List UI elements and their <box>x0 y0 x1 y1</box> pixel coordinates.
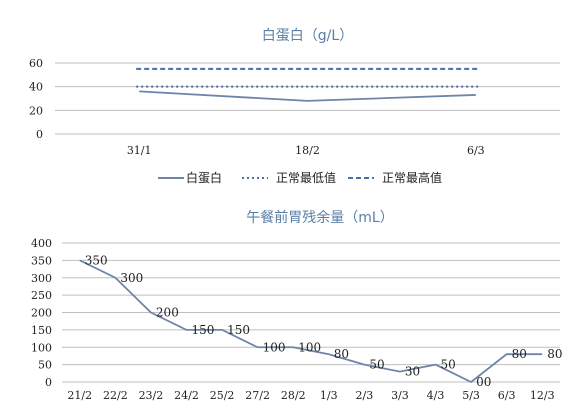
residual-data-label: 150 <box>227 323 250 337</box>
residual-y-tick-label: 150 <box>31 324 52 337</box>
residual-y-tick-label: 400 <box>31 237 52 250</box>
albumin-y-tick-label: 0 <box>36 128 43 141</box>
residual-data-label: 50 <box>441 358 456 372</box>
albumin-y-tick-label: 20 <box>29 104 43 117</box>
residual-y-tick-label: 200 <box>31 307 52 320</box>
residual-x-tick-label: 12/3 <box>530 389 555 402</box>
residual-data-label: 300 <box>120 271 143 285</box>
albumin-y-tick-label: 40 <box>29 81 43 94</box>
albumin-chart-title: 白蛋白（g/L） <box>262 28 353 44</box>
residual-x-tick-label: 27/2 <box>245 389 270 402</box>
albumin-x-tick-label: 6/3 <box>467 144 485 157</box>
legend-label-3: 正常最高值 <box>382 170 442 185</box>
residual-data-label: 80 <box>334 347 349 361</box>
residual-data-label: 00 <box>476 375 491 389</box>
residual-data-label: 80 <box>512 347 527 361</box>
albumin-x-tick-label: 31/1 <box>127 144 152 157</box>
legend-label-1: 白蛋白 <box>186 170 222 185</box>
residual-x-tick-label: 2/3 <box>356 389 374 402</box>
albumin-x-tick-label: 18/2 <box>295 144 320 157</box>
residual-data-label: 80 <box>547 347 562 361</box>
residual-y-tick-label: 250 <box>31 289 52 302</box>
residual-x-tick-label: 5/3 <box>462 389 480 402</box>
residual-data-label: 100 <box>263 340 286 354</box>
residual-x-tick-label: 25/2 <box>210 389 235 402</box>
residual-x-tick-label: 24/2 <box>174 389 199 402</box>
albumin-y-tick-label: 60 <box>29 57 43 70</box>
legend-label-2: 正常最低值 <box>276 170 336 185</box>
residual-y-tick-label: 350 <box>31 254 52 267</box>
residual-x-tick-label: 21/2 <box>67 389 92 402</box>
residual-data-label: 200 <box>156 306 179 320</box>
residual-y-tick-label: 50 <box>38 359 52 372</box>
residual-x-tick-label: 23/2 <box>139 389 164 402</box>
residual-data-label: 150 <box>192 323 215 337</box>
residual-data-label: 50 <box>369 358 384 372</box>
residual-series-line <box>79 259 543 384</box>
residual-x-tick-label: 28/2 <box>281 389 306 402</box>
residual-x-tick-label: 22/2 <box>103 389 128 402</box>
residual-x-tick-label: 1/3 <box>320 389 338 402</box>
residual-chart-title: 午餐前胃残余量（mL） <box>246 209 393 226</box>
residual-data-label: 350 <box>85 253 108 267</box>
residual-x-tick-label: 6/3 <box>498 389 516 402</box>
residual-data-label: 30 <box>405 365 420 379</box>
albumin-series-line-1 <box>139 90 476 102</box>
residual-y-tick-label: 0 <box>45 376 52 389</box>
albumin-chart: 白蛋白（g/L） 0 20 40 60 31/1 18/2 6/3 白蛋白 正常最低值 正常最高值 <box>29 28 560 185</box>
gastric-residual-chart: 午餐前胃残余量（mL） 0 50 100 150 200 250 300 350 400 21/2 2… <box>31 209 562 402</box>
residual-data-label: 100 <box>298 340 321 354</box>
residual-x-tick-label: 3/3 <box>391 389 409 402</box>
residual-x-tick-label: 4/3 <box>427 389 445 402</box>
residual-y-tick-label: 100 <box>31 341 52 354</box>
residual-y-tick-label: 300 <box>31 272 52 285</box>
